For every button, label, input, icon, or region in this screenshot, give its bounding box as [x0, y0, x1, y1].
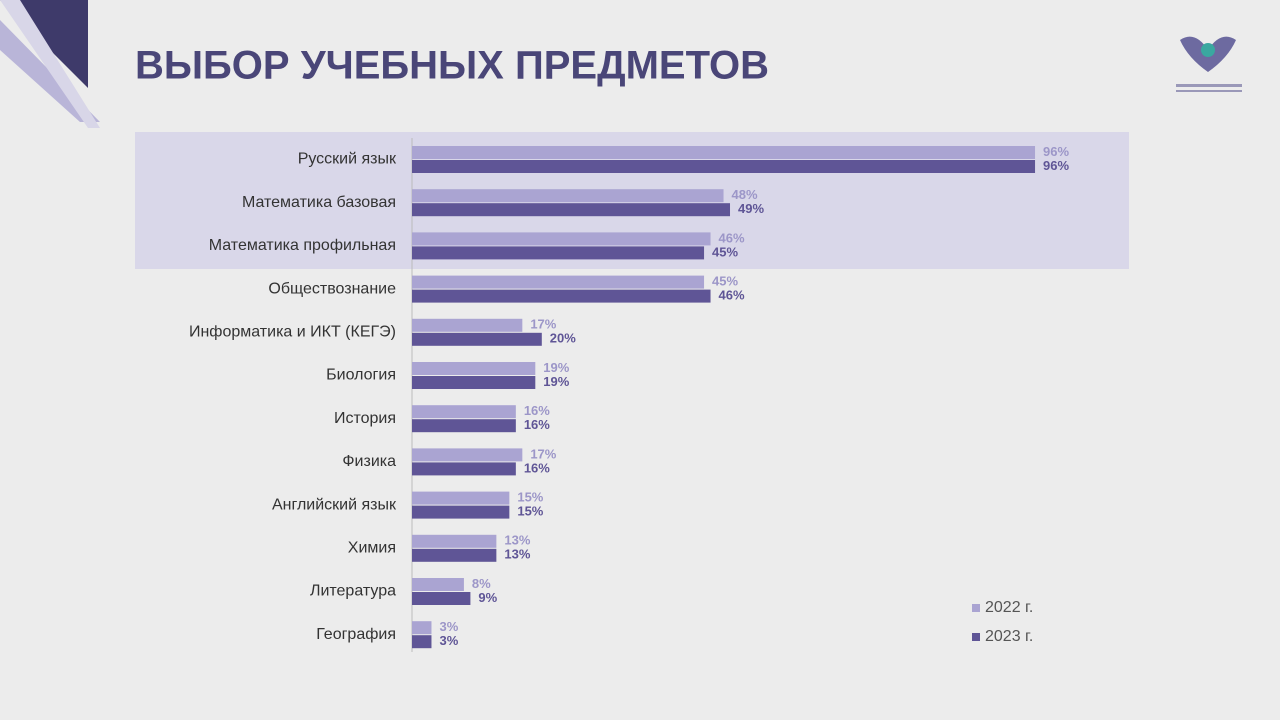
bar	[412, 232, 711, 246]
value-label: 46%	[719, 288, 745, 303]
bar	[412, 289, 711, 303]
bar	[412, 189, 724, 203]
bar	[412, 275, 705, 289]
category-label: Физика	[342, 453, 396, 470]
category-label: Английский язык	[272, 496, 397, 513]
category-label: Математика профильная	[209, 237, 396, 254]
legend-label: 2022 г.	[985, 599, 1033, 616]
value-label: 46%	[719, 230, 745, 245]
bar	[412, 578, 464, 591]
value-label: 8%	[472, 576, 491, 591]
value-label: 13%	[504, 547, 530, 562]
value-label: 13%	[504, 533, 530, 548]
bar	[412, 448, 523, 462]
value-label: 19%	[543, 360, 569, 375]
bar	[412, 362, 536, 375]
logo	[1176, 36, 1242, 92]
category-label: Химия	[348, 540, 396, 557]
bar	[412, 332, 542, 346]
value-label: 16%	[524, 403, 550, 418]
bar	[412, 635, 432, 649]
bar	[412, 376, 536, 389]
slide-title: ВЫБОР УЧЕБНЫХ ПРЕДМЕТОВ	[135, 44, 769, 88]
value-label: 45%	[712, 274, 738, 289]
value-label: 9%	[478, 590, 497, 605]
bar	[412, 160, 1036, 173]
bar	[412, 621, 432, 635]
value-label: 96%	[1043, 144, 1069, 159]
bar	[412, 491, 510, 505]
value-label: 19%	[543, 374, 569, 389]
value-label: 20%	[550, 331, 576, 346]
value-label: 48%	[732, 187, 758, 202]
corner-decor	[0, 0, 100, 128]
category-label: География	[316, 626, 396, 643]
bar	[412, 318, 523, 332]
legend-swatch	[972, 633, 980, 641]
category-label: Обществознание	[268, 280, 396, 297]
category-label: История	[334, 410, 396, 427]
value-label: 16%	[524, 460, 550, 475]
value-label: 3%	[439, 619, 458, 634]
bar	[412, 592, 471, 605]
bar	[412, 246, 705, 260]
bar	[412, 462, 516, 476]
legend-swatch	[972, 604, 980, 612]
category-label: Русский язык	[298, 151, 397, 168]
bar	[412, 405, 516, 419]
value-label: 96%	[1043, 158, 1069, 173]
bar	[412, 505, 510, 519]
category-label: Биология	[326, 367, 396, 384]
value-label: 45%	[712, 244, 738, 259]
legend-label: 2023 г.	[985, 628, 1033, 645]
value-label: 49%	[738, 201, 764, 216]
category-label: Математика базовая	[242, 194, 396, 211]
bar	[412, 548, 497, 562]
category-label: Информатика и ИКТ (КЕГЭ)	[189, 324, 396, 341]
category-label: Литература	[310, 583, 396, 600]
bar	[412, 419, 516, 433]
bar	[412, 534, 497, 548]
value-label: 15%	[517, 504, 543, 519]
bar	[412, 203, 731, 217]
value-label: 16%	[524, 417, 550, 432]
value-label: 3%	[439, 633, 458, 648]
value-label: 17%	[530, 317, 556, 332]
value-label: 17%	[530, 446, 556, 461]
bar	[412, 146, 1036, 159]
value-label: 15%	[517, 490, 543, 505]
